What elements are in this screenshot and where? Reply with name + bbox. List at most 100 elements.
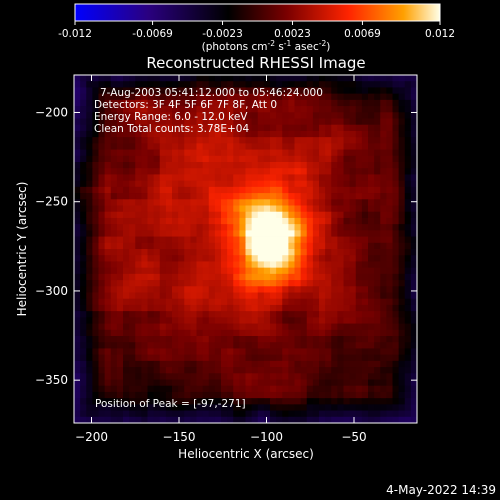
heatmap-cell <box>374 199 381 206</box>
heatmap-cell <box>184 329 191 337</box>
heatmap-cell <box>410 336 418 343</box>
heatmap-cell <box>325 404 332 411</box>
heatmap-cell <box>110 323 118 331</box>
heatmap-cell <box>386 143 393 150</box>
heatmap-cell <box>312 168 320 175</box>
heatmap-cell <box>270 348 277 356</box>
heatmap-cell <box>263 360 271 368</box>
heatmap-cell <box>306 348 314 356</box>
heatmap-cell <box>368 149 375 157</box>
heatmap-cell <box>233 416 240 424</box>
heatmap-cell <box>386 311 393 318</box>
heatmap-cell <box>294 336 302 343</box>
heatmap-cell <box>404 280 412 287</box>
heatmap-cell <box>251 329 259 337</box>
heatmap-cell <box>288 217 295 225</box>
heatmap-cell <box>386 304 393 312</box>
heatmap-cell <box>319 230 326 237</box>
heatmap-cell <box>196 162 204 169</box>
heatmap-cell <box>288 186 295 194</box>
heatmap-cell <box>386 130 393 138</box>
heatmap-cell <box>263 249 271 256</box>
heatmap-cell <box>368 298 375 306</box>
heatmap-cell <box>386 87 393 95</box>
heatmap-cell <box>233 242 240 250</box>
heatmap-cell <box>116 180 124 188</box>
heatmap-cell <box>404 286 412 293</box>
heatmap-cell <box>355 280 363 287</box>
heatmap-cell <box>227 81 234 88</box>
heatmap-cell <box>86 261 93 269</box>
heatmap-cell <box>165 130 173 138</box>
heatmap-cell <box>196 404 204 411</box>
heatmap-cell <box>110 106 118 113</box>
heatmap-cell <box>233 360 240 368</box>
heatmap-cell <box>86 137 93 144</box>
heatmap-cell <box>257 273 265 281</box>
heatmap-cell <box>276 255 283 262</box>
heatmap-cell <box>104 143 112 150</box>
heatmap-cell <box>361 168 369 175</box>
heatmap-cell <box>404 236 412 244</box>
heatmap-cell <box>312 404 320 411</box>
heatmap-cell <box>227 174 234 182</box>
heatmap-cell <box>123 162 130 169</box>
heatmap-cell <box>325 367 332 374</box>
heatmap-cell <box>380 354 387 362</box>
heatmap-cell <box>116 379 124 387</box>
heatmap-cell <box>337 317 344 324</box>
heatmap-cell <box>153 398 161 405</box>
heatmap-cell <box>92 367 99 374</box>
heatmap-cell <box>331 174 338 182</box>
heatmap-cell <box>202 155 210 163</box>
heatmap-cell <box>172 180 179 188</box>
heatmap-cell <box>282 124 289 132</box>
heatmap-cell <box>325 273 332 281</box>
heatmap-cell <box>172 416 179 424</box>
heatmap-cell <box>392 416 400 424</box>
heatmap-cell <box>368 354 375 362</box>
heatmap-cell <box>257 112 265 119</box>
heatmap-cell <box>386 137 393 144</box>
heatmap-cell <box>92 311 99 318</box>
heatmap-cell <box>202 379 210 387</box>
heatmap-cell <box>184 391 191 399</box>
heatmap-cell <box>257 255 265 262</box>
heatmap-cell <box>361 354 369 362</box>
heatmap-cell <box>116 360 124 368</box>
heatmap-cell <box>374 286 381 293</box>
heatmap-cell <box>325 329 332 337</box>
heatmap-cell <box>319 93 326 101</box>
heatmap-cell <box>276 311 283 318</box>
heatmap-cell <box>129 311 136 318</box>
heatmap-cell <box>355 137 363 144</box>
heatmap-cell <box>116 99 124 107</box>
heatmap-cell <box>361 249 369 256</box>
heatmap-cell <box>361 143 369 150</box>
heatmap-cell <box>319 217 326 225</box>
heatmap-cell <box>98 230 106 237</box>
heatmap-cell <box>165 193 173 200</box>
heatmap-cell <box>368 336 375 343</box>
heatmap-cell <box>294 99 302 107</box>
heatmap-cell <box>374 230 381 237</box>
heatmap-cell <box>110 292 118 300</box>
heatmap-cell <box>233 168 240 175</box>
heatmap-cell <box>80 404 87 411</box>
heatmap-cell <box>257 217 265 225</box>
heatmap-cell <box>123 124 130 132</box>
heatmap-cell <box>343 193 351 200</box>
heatmap-cell <box>153 106 161 113</box>
heatmap-cell <box>392 273 400 281</box>
heatmap-cell <box>270 273 277 281</box>
heatmap-cell <box>98 404 106 411</box>
heatmap-cell <box>251 236 259 244</box>
heatmap-cell <box>343 292 351 300</box>
heatmap-cell <box>343 391 351 399</box>
heatmap-cell <box>227 379 234 387</box>
heatmap-cell <box>196 373 204 380</box>
heatmap-cell <box>221 112 228 119</box>
heatmap-cell <box>202 99 210 107</box>
heatmap-cell <box>276 348 283 356</box>
heatmap-cell <box>300 137 308 144</box>
